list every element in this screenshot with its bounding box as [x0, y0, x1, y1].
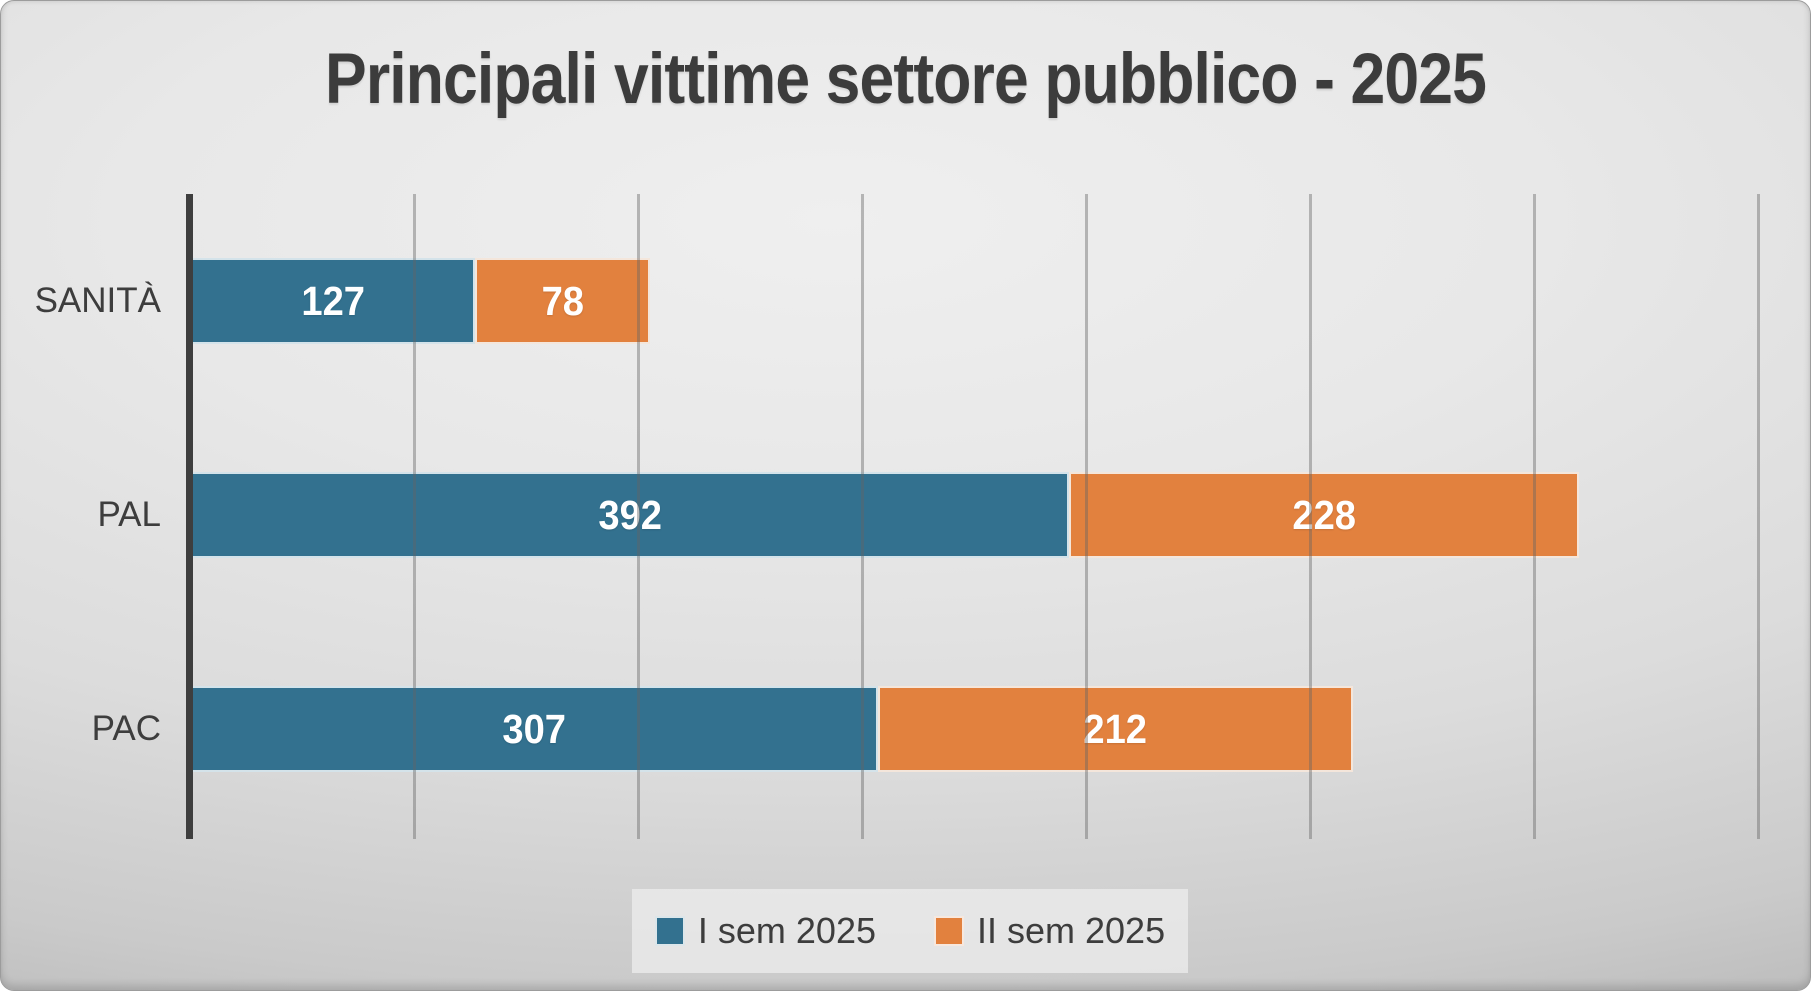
bar-value-label: 392: [598, 491, 662, 538]
category-label-pal: PAL: [97, 495, 161, 534]
bar-value-label: 307: [502, 705, 567, 752]
bar-value-label: 127: [301, 277, 365, 324]
bar-pac-series2: 212: [878, 686, 1353, 772]
gridline-600: [1532, 194, 1536, 839]
bar-pal-series2: 228: [1068, 472, 1580, 558]
bar-value-label: 212: [1083, 705, 1148, 752]
legend-item-sem1: I sem 2025: [654, 910, 876, 952]
category-label-sanità: SANITÀ: [34, 281, 161, 320]
legend-label-sem2: II sem 2025: [977, 910, 1166, 951]
chart-title: Principali vittime settore pubblico - 20…: [325, 40, 1487, 119]
bar-sanità-series1: 127: [191, 258, 476, 344]
y-axis-line: [186, 194, 193, 839]
gridline-100: [413, 194, 417, 839]
gridline-500: [1308, 194, 1312, 839]
legend-swatch-sem2-icon: [934, 916, 964, 946]
gridline-700: [1756, 194, 1760, 839]
bar-sanità-series2: 78: [475, 258, 650, 344]
category-label-pac: PAC: [91, 709, 161, 748]
bar-value-label: 228: [1292, 491, 1356, 538]
legend-item-sem2: II sem 2025: [934, 910, 1165, 952]
bar-value-label: 78: [541, 277, 584, 324]
gridline-200: [637, 194, 641, 839]
bar-pac-series1: 307: [191, 686, 879, 772]
legend: I sem 2025 II sem 2025: [632, 889, 1188, 973]
bar-pal-series1: 392: [191, 472, 1069, 558]
gridline-400: [1085, 194, 1089, 839]
legend-label-sem1: I sem 2025: [697, 910, 876, 951]
legend-swatch-sem1-icon: [654, 916, 685, 946]
gridline-300: [861, 194, 865, 839]
